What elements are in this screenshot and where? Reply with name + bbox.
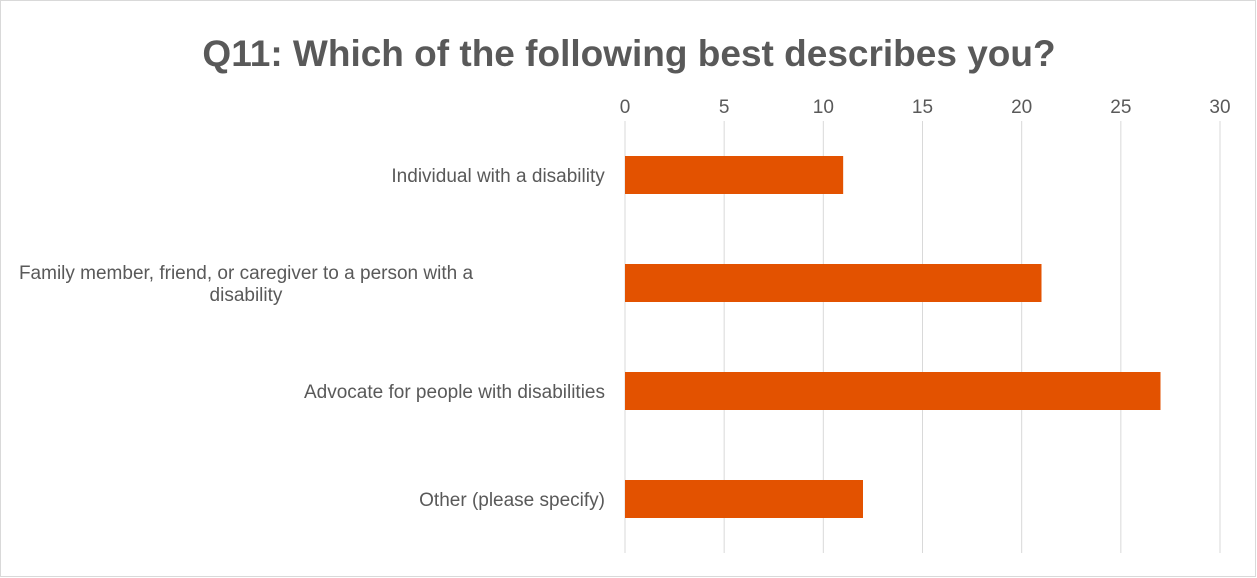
- bar: [625, 480, 863, 518]
- category-labels: Individual with a disability Family membe…: [19, 166, 605, 511]
- x-axis-ticks: 0 5 10 15 20 25 30: [620, 97, 1231, 118]
- category-label: Individual with a disability: [391, 166, 605, 187]
- bar: [625, 264, 1042, 302]
- category-label: Family member, friend, or caregiver to a…: [19, 263, 474, 306]
- category-label-line: disability: [210, 285, 283, 306]
- bar: [625, 372, 1161, 410]
- x-tick-label: 0: [620, 97, 631, 118]
- x-tick-label: 20: [1011, 97, 1032, 118]
- x-tick-label: 15: [912, 97, 933, 118]
- chart-title: Q11: Which of the following best describ…: [202, 33, 1056, 74]
- category-label: Other (please specify): [419, 490, 605, 511]
- bar: [625, 156, 844, 194]
- x-tick-label: 10: [813, 97, 834, 118]
- category-label-line: Individual with a disability: [391, 166, 605, 187]
- category-label-line: Other (please specify): [419, 490, 605, 511]
- bars: [625, 156, 1161, 518]
- x-tick-label: 30: [1209, 97, 1230, 118]
- x-tick-label: 5: [719, 97, 730, 118]
- category-label-line: Family member, friend, or caregiver to a…: [19, 263, 474, 284]
- category-label-line: Advocate for people with disabilities: [304, 382, 605, 403]
- x-tick-label: 25: [1110, 97, 1131, 118]
- category-label: Advocate for people with disabilities: [304, 382, 605, 403]
